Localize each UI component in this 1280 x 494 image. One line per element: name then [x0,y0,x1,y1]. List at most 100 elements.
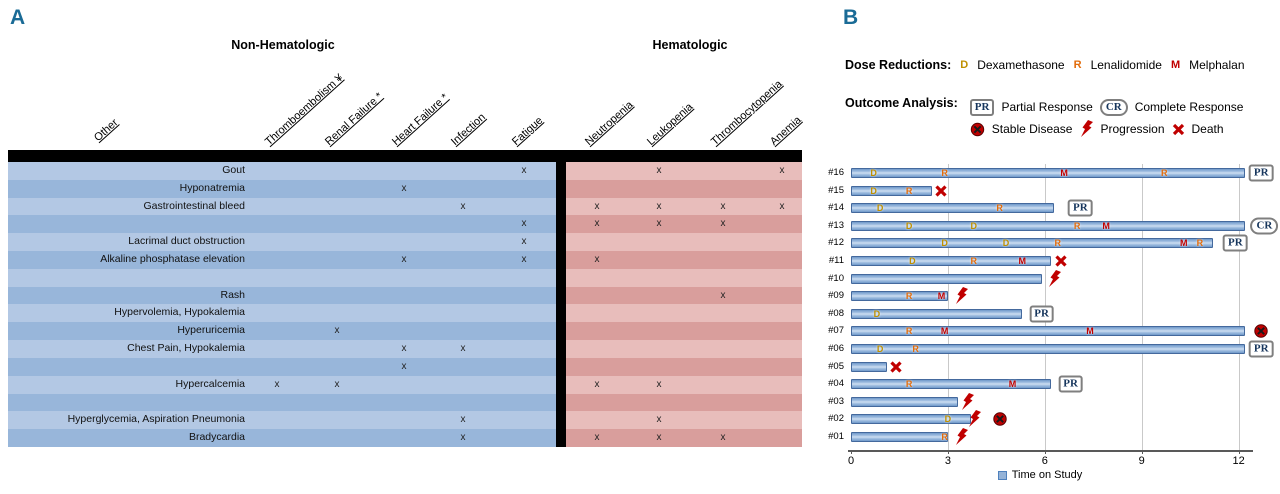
outcome-progression-icon [967,410,981,428]
dose-letter-d: D [960,59,969,71]
dose-marker-r: R [996,203,1003,214]
col-anemia-icon-label: Anemia [767,114,804,148]
outcome-progression-icon [1047,269,1062,288]
ae-mark-leukopenia: x [656,432,662,444]
col-other-icon-label: Other [91,116,121,144]
col-leukopenia-icon-label: Leukopenia [644,101,696,148]
ae-mark-neutropenia: x [594,254,600,266]
ae-mark-heart: x [401,182,407,194]
table-header-bar [8,150,802,162]
ae-mark-fatigue: x [521,254,527,266]
patient-label: #01 [828,431,844,442]
ae-row-nonhematologic [8,215,556,234]
dose-marker-d: D [1002,238,1010,249]
dose-marker-r: R [905,291,913,302]
patient-label: #13 [828,219,844,231]
ae-mark-infection: x [460,432,466,444]
x-tick-12 [1238,450,1240,454]
ae-row-nonhematologic [8,357,556,376]
outcome-pr-icon: PR [1248,340,1274,358]
ae-mark-heart: x [401,360,407,372]
ae-other-label: Hyperuricemia [177,324,245,337]
dose-marker-r: R [970,256,977,266]
dose-marker-r: R [941,168,948,178]
ae-row-nonhematologic [8,322,556,341]
dose-marker-d: D [905,220,913,231]
patient-label: #06 [828,343,844,354]
x-tick-9 [1141,450,1143,454]
timeline-bar [851,256,1052,266]
ae-mark-thrombocytopenia: x [720,218,726,230]
ae-mark-thrombocytopenia: x [720,432,726,444]
outcome-progression-icon [960,392,975,411]
ae-mark-neutropenia: x [594,432,600,444]
ae-row-hematologic [566,304,802,323]
legend-stable-icon [970,122,985,137]
ae-row-hematologic [566,268,802,287]
dose-marker-r: R [905,379,913,390]
non-hematologic-group-header: Non-Hematologic [231,38,335,52]
ae-row-nonhematologic [8,179,556,198]
ae-other-label: Alkaline phosphatase elevation [100,253,245,266]
ae-mark-infection: x [460,414,466,426]
timeline-bar [851,308,1023,319]
xaxis-legend-label: Time on Study [1011,469,1083,481]
dose-marker-d: D [870,185,877,196]
timeline-bar [851,326,1246,337]
col-heart-icon-label: Heart Failure * [389,91,451,148]
hematologic-group-header: Hematologic [652,38,728,52]
x-tick-label-0: 0 [847,455,855,467]
ae-row-hematologic [566,375,802,394]
timeline-bar [851,220,1246,231]
ae-row-hematologic [566,411,802,430]
ae-row-nonhematologic [8,393,556,412]
legend-death-icon [1172,123,1185,136]
ae-other-label: Hyponatremia [179,181,245,194]
col-neutropenia-icon-label: Neutropenia [582,98,636,148]
dose-marker-r: R [912,344,919,354]
ae-other-label: Gout [222,164,245,176]
dose-marker-m: M [1179,238,1188,249]
timeline-bar [851,273,1042,284]
col-renal-icon-label: Renal Failure * [322,90,386,148]
dose-letter-r: R [1073,59,1082,71]
outcome-death-icon [935,184,948,197]
legend-name-death: Death [1191,122,1224,136]
timeline-bar [851,185,932,196]
ae-mark-neutropenia: x [594,378,600,390]
timeline-bar [851,168,1246,178]
timeline-bar [851,379,1052,390]
ae-row-hematologic [566,429,802,447]
ae-row-nonhematologic [8,429,556,447]
dose-marker-r: R [1161,168,1168,178]
ae-row-nonhematologic [8,286,556,305]
patient-label: #03 [828,395,844,407]
patient-label: #12 [828,237,844,249]
outcome-cr-icon: CR [1250,217,1279,235]
timeline-bar [851,432,948,442]
outcome-pr-icon: PR [1029,305,1054,323]
ae-row-nonhematologic [8,268,556,287]
table-section-divider [556,150,566,447]
ae-mark-renal: x [334,378,340,390]
ae-row-nonhematologic [8,162,556,180]
patient-label: #08 [828,307,844,319]
timeline-bar [851,238,1213,249]
timeline-bar [851,414,971,425]
dose-marker-d: D [876,344,884,354]
timeline-bar [851,361,887,372]
dose-marker-m: M [1102,220,1110,231]
ae-mark-thrombocytopenia: x [720,200,726,212]
ae-mark-leukopenia: x [656,218,662,230]
patient-label: #05 [828,360,844,372]
ae-row-hematologic [566,179,802,198]
dose-name-r: Lenalidomide [1090,58,1162,72]
dose-name-d: Dexamethasone [977,58,1065,72]
dose-marker-d: D [876,203,884,214]
dose-marker-m: M [1008,379,1017,390]
outcome-pr-icon: PR [1058,375,1083,393]
timeline-bar [851,396,958,407]
dose-marker-m: M [1018,256,1026,266]
dose-marker-r: R [905,185,913,196]
outcome-pr-icon: PR [1067,199,1093,217]
